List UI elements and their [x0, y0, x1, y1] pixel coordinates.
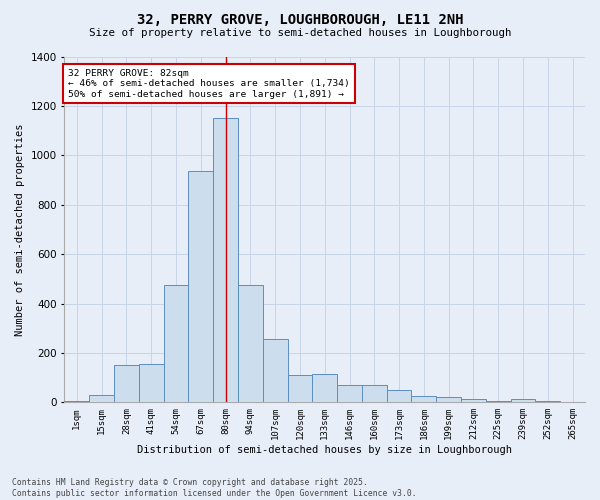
- Bar: [188, 172, 213, 402]
- Bar: [461, 398, 486, 402]
- Bar: [337, 385, 362, 402]
- Bar: [313, 374, 337, 402]
- Y-axis label: Number of semi-detached properties: Number of semi-detached properties: [15, 123, 25, 336]
- Bar: [511, 398, 535, 402]
- Bar: [213, 118, 238, 403]
- Text: 32, PERRY GROVE, LOUGHBOROUGH, LE11 2NH: 32, PERRY GROVE, LOUGHBOROUGH, LE11 2NH: [137, 12, 463, 26]
- Bar: [386, 390, 412, 402]
- Text: Size of property relative to semi-detached houses in Loughborough: Size of property relative to semi-detach…: [89, 28, 511, 38]
- Text: 32 PERRY GROVE: 82sqm
← 46% of semi-detached houses are smaller (1,734)
50% of s: 32 PERRY GROVE: 82sqm ← 46% of semi-deta…: [68, 69, 350, 98]
- Text: Contains HM Land Registry data © Crown copyright and database right 2025.
Contai: Contains HM Land Registry data © Crown c…: [12, 478, 416, 498]
- Bar: [412, 396, 436, 402]
- Bar: [238, 285, 263, 403]
- Bar: [287, 375, 313, 402]
- Bar: [114, 366, 139, 403]
- Bar: [89, 395, 114, 402]
- X-axis label: Distribution of semi-detached houses by size in Loughborough: Distribution of semi-detached houses by …: [137, 445, 512, 455]
- Bar: [436, 398, 461, 402]
- Bar: [139, 364, 164, 403]
- Bar: [64, 401, 89, 402]
- Bar: [486, 401, 511, 402]
- Bar: [362, 385, 386, 402]
- Bar: [164, 285, 188, 403]
- Bar: [535, 401, 560, 402]
- Bar: [263, 340, 287, 402]
